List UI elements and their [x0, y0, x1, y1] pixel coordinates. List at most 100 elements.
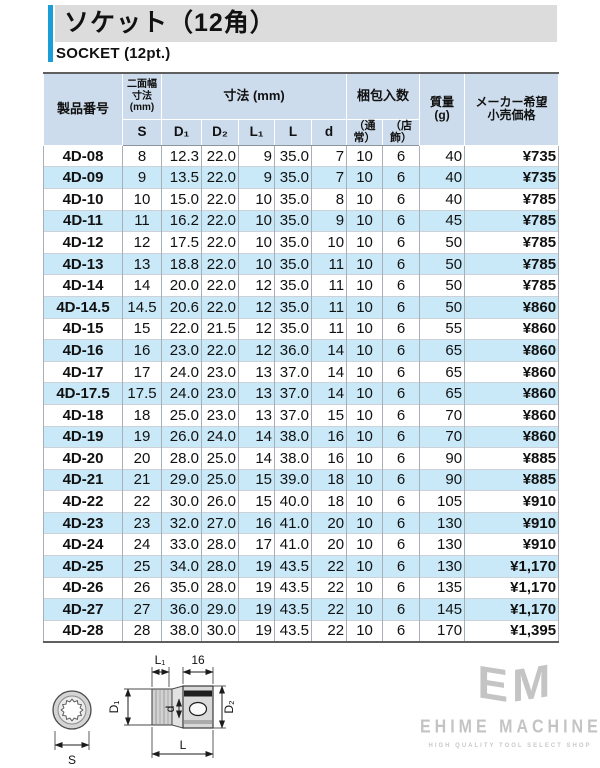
cell-pack-normal: 10 [346, 360, 384, 383]
dim-label-l1: L₁ [155, 653, 166, 667]
cell-d: 20 [310, 533, 348, 556]
cell-pack-display: 6 [382, 360, 421, 383]
cell-pack-display: 6 [382, 339, 421, 362]
cell-d2: 22.0 [201, 339, 239, 362]
cell-mass: 50 [419, 252, 466, 275]
cell-d2: 22.0 [201, 166, 239, 189]
cell-d2: 29.0 [201, 598, 239, 621]
cell-pack-display: 6 [382, 555, 421, 578]
cell-d1: 24.0 [161, 360, 202, 383]
cell-d2: 23.0 [201, 382, 239, 405]
cell-s: 15 [122, 317, 162, 340]
cell-l1: 10 [238, 231, 275, 254]
table-row: 4D-27 27 36.0 29.0 19 43.5 22 10 6 145 ¥… [43, 598, 560, 621]
cell-d: 18 [310, 490, 348, 513]
cell-pack-normal: 10 [346, 166, 384, 189]
cell-pack-normal: 10 [346, 490, 384, 513]
cell-pack-normal: 10 [346, 533, 384, 556]
cell-d1: 33.0 [161, 533, 202, 556]
cell-model: 4D-26 [43, 576, 123, 599]
table-row: 4D-25 25 34.0 28.0 19 43.5 22 10 6 130 ¥… [43, 555, 560, 578]
cell-s: 28 [122, 619, 162, 642]
cell-l1: 19 [238, 555, 275, 578]
cell-l1: 19 [238, 598, 275, 621]
cell-d2: 26.0 [201, 490, 239, 513]
socket-front-view [52, 690, 92, 730]
cell-d2: 22.0 [201, 187, 239, 211]
cell-d2: 22.0 [201, 295, 239, 319]
cell-d1: 22.0 [161, 317, 202, 340]
cell-pack-display: 6 [382, 317, 421, 340]
cell-d2: 23.0 [201, 403, 239, 426]
cell-pack-display: 6 [382, 295, 421, 319]
col-header-width-line1: 二面幅 [127, 79, 157, 90]
cell-l: 43.5 [274, 619, 312, 642]
table-row: 4D-20 20 28.0 25.0 14 38.0 16 10 6 90 ¥8… [43, 447, 560, 470]
cell-pack-normal: 10 [346, 295, 384, 319]
cell-d2: 30.0 [201, 619, 239, 642]
cell-l: 36.0 [274, 339, 312, 362]
col-header-dimensions: 寸法 (mm) [160, 72, 348, 120]
table-row: 4D-09 9 13.5 22.0 9 35.0 7 10 6 40 ¥735 [43, 166, 560, 189]
cell-s: 17.5 [122, 382, 162, 405]
cell-l: 35.0 [274, 252, 312, 275]
spec-table: 製品番号 二面幅 寸法 (mm) 寸法 (mm) 梱包入数 質量 (g) メーカ… [43, 72, 560, 643]
cell-d: 15 [310, 403, 348, 426]
cell-s: 24 [122, 533, 162, 556]
cell-price: ¥860 [464, 425, 560, 448]
cell-price: ¥785 [464, 274, 560, 297]
cell-mass: 65 [419, 382, 466, 405]
cell-mass: 40 [419, 144, 466, 167]
cell-s: 21 [122, 468, 162, 491]
cell-d1: 34.0 [161, 555, 202, 578]
cell-d: 11 [310, 252, 348, 275]
cell-mass: 70 [419, 403, 466, 426]
col-header-price-line1: メーカー希望 [475, 94, 548, 109]
cell-d: 22 [310, 598, 348, 621]
cell-s: 16 [122, 339, 162, 362]
cell-pack-display: 6 [382, 619, 421, 642]
cell-model: 4D-23 [43, 511, 123, 534]
cell-l: 35.0 [274, 209, 312, 232]
cell-l: 40.0 [274, 490, 312, 513]
dim-label-d1: D₁ [107, 701, 121, 714]
cell-pack-normal: 10 [346, 317, 384, 340]
cell-pack-display: 6 [382, 598, 421, 621]
cell-pack-normal: 10 [346, 468, 384, 491]
cell-model: 4D-17 [43, 360, 123, 383]
cell-pack-display: 6 [382, 231, 421, 254]
cell-price: ¥735 [464, 166, 560, 189]
cell-l: 37.0 [274, 382, 312, 405]
cell-pack-normal: 10 [346, 144, 384, 167]
col-header-price: メーカー希望 小売価格 [464, 72, 560, 146]
cell-d1: 17.5 [161, 231, 202, 254]
cell-d1: 20.0 [161, 274, 202, 297]
table-row: 4D-14.5 14.5 20.6 22.0 12 35.0 11 10 6 5… [43, 295, 560, 319]
cell-l1: 13 [238, 360, 275, 383]
cell-price: ¥910 [464, 490, 560, 513]
table-row: 4D-10 10 15.0 22.0 10 35.0 8 10 6 40 ¥78… [43, 187, 560, 211]
cell-l: 41.0 [274, 511, 312, 534]
cell-d: 11 [310, 274, 348, 297]
dim-label-d2: D₂ [222, 700, 236, 714]
cell-d2: 22.0 [201, 274, 239, 297]
logo-name: EHIME MACHINE [420, 717, 600, 738]
dim-label-d: d [163, 706, 177, 713]
cell-mass: 130 [419, 511, 466, 534]
cell-price: ¥1,395 [464, 619, 560, 642]
cell-price: ¥785 [464, 252, 560, 275]
col-header-packing: 梱包入数 [346, 72, 421, 120]
cell-d2: 28.0 [201, 533, 239, 556]
cell-model: 4D-18 [43, 403, 123, 426]
cell-d1: 23.0 [161, 339, 202, 362]
cell-mass: 130 [419, 555, 466, 578]
cell-price: ¥910 [464, 511, 560, 534]
cell-mass: 130 [419, 533, 466, 556]
cell-pack-display: 6 [382, 382, 421, 405]
cell-pack-display: 6 [382, 576, 421, 599]
cell-mass: 90 [419, 447, 466, 470]
cell-price: ¥1,170 [464, 576, 560, 599]
cell-model: 4D-22 [43, 490, 123, 513]
cell-pack-normal: 10 [346, 511, 384, 534]
cell-d1: 15.0 [161, 187, 202, 211]
